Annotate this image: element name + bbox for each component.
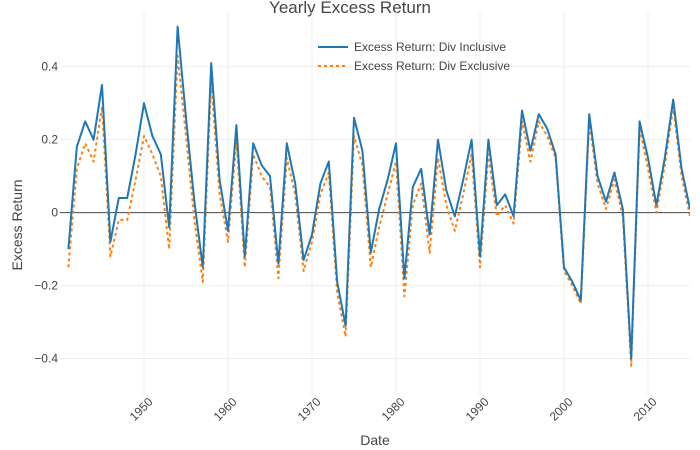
x-tick-label: 1970: [295, 395, 324, 424]
y-tick-label: −0.2: [34, 279, 58, 293]
y-axis-title: Excess Return: [9, 179, 25, 270]
x-tick-label: 1960: [211, 395, 240, 424]
x-axis-ticks: 1950 1960 1970 1980 1990 2000 2010: [127, 395, 660, 424]
legend-item-div-inclusive[interactable]: Excess Return: Div Inclusive: [318, 40, 506, 54]
legend-label: Excess Return: Div Exclusive: [354, 59, 510, 73]
legend[interactable]: Excess Return: Div Inclusive Excess Retur…: [318, 40, 510, 73]
x-tick-label: 1980: [379, 395, 408, 424]
x-tick-label: 2000: [547, 395, 576, 424]
legend-item-div-exclusive[interactable]: Excess Return: Div Exclusive: [318, 59, 510, 73]
legend-label: Excess Return: Div Inclusive: [354, 40, 506, 54]
chart-title: Yearly Excess Return: [269, 0, 431, 17]
y-tick-label: 0.4: [41, 60, 58, 74]
y-tick-label: −0.4: [34, 352, 58, 366]
x-tick-label: 2010: [631, 395, 660, 424]
y-tick-label: 0.2: [41, 133, 58, 147]
x-tick-label: 1950: [127, 395, 156, 424]
y-tick-label: 0: [51, 206, 58, 220]
series-lines: [67, 25, 690, 367]
x-axis-title: Date: [360, 432, 390, 448]
grid-lines: [60, 12, 690, 395]
series-line-div-inclusive: [67, 25, 690, 360]
x-tick-label: 1990: [463, 395, 492, 424]
y-axis-ticks: −0.4 −0.2 0 0.2 0.4: [34, 60, 58, 366]
